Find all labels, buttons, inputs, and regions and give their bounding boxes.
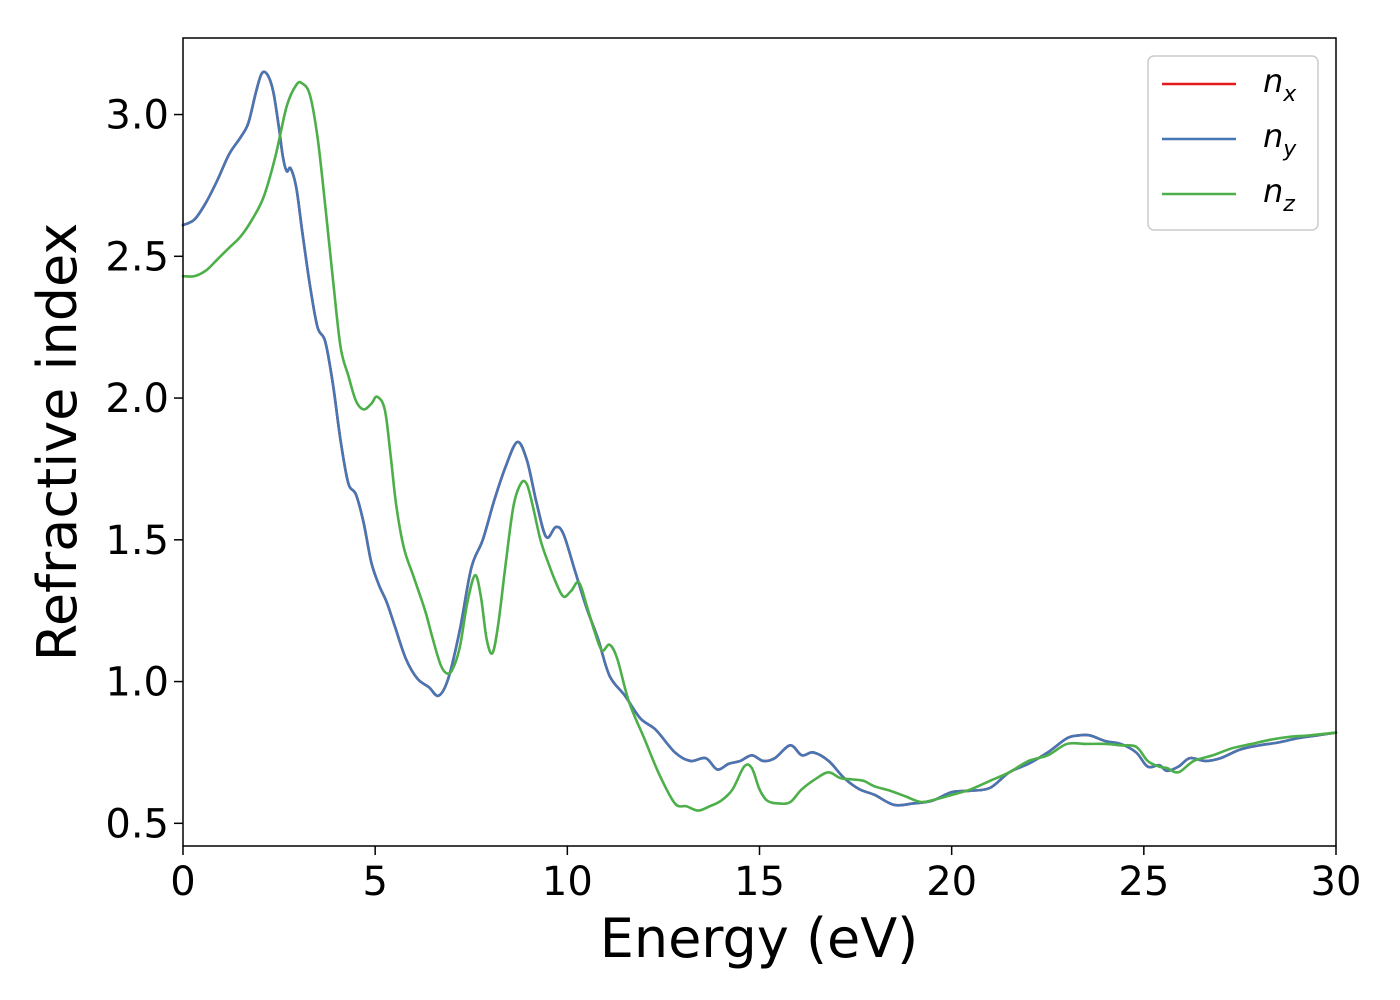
x-tick-label: 10 <box>542 859 593 905</box>
series-line-y <box>181 70 1338 807</box>
y-tick-label: 3.0 <box>105 93 169 139</box>
y-tick-label: 1.5 <box>105 518 169 564</box>
x-tick-label: 15 <box>734 859 785 905</box>
x-tick-label: 20 <box>926 859 977 905</box>
y-axis-ticks: 0.5 1.0 1.5 2.0 2.5 3.0 <box>105 93 183 847</box>
x-axis-ticks: 0 5 10 15 20 25 30 <box>170 846 1361 905</box>
y-tick-label: 2.5 <box>105 234 169 280</box>
y-tick-label: 0.5 <box>105 801 169 847</box>
x-tick-label: 25 <box>1118 859 1169 905</box>
x-tick-label: 0 <box>170 859 195 905</box>
y-tick-label: 1.0 <box>105 660 169 706</box>
series-layer <box>181 70 1338 812</box>
x-axis-title: Energy (eV) <box>600 907 919 970</box>
y-axis-title: Refractive index <box>26 223 89 662</box>
x-tick-label: 30 <box>1311 859 1362 905</box>
x-tick-label: 5 <box>362 859 387 905</box>
series-line-z <box>181 80 1338 812</box>
y-tick-label: 2.0 <box>105 376 169 422</box>
legend-box <box>1147 55 1319 231</box>
